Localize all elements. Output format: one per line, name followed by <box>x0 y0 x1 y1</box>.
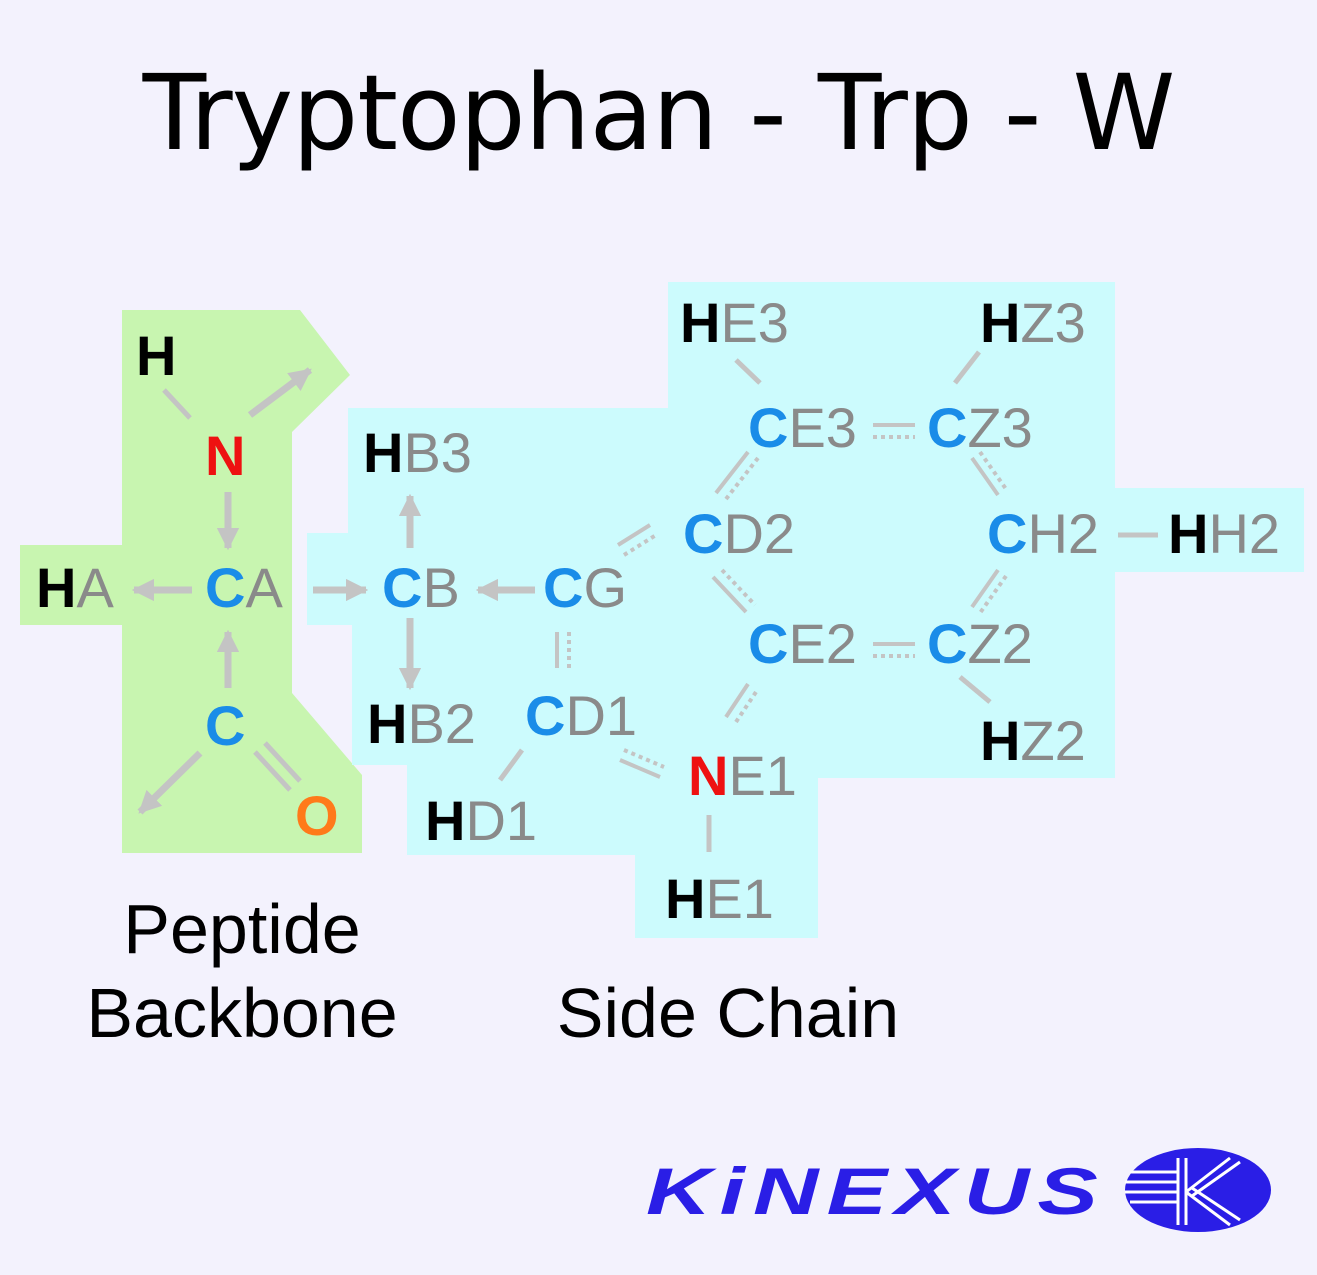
atom-o: O <box>295 784 339 847</box>
atom-cb: CB <box>382 556 460 619</box>
bond-n-prev <box>247 367 313 418</box>
logo-text: KiNEXUS <box>646 1154 1106 1228</box>
atom-cg: CG <box>543 556 627 619</box>
atom-hb3: HB3 <box>363 421 472 484</box>
kinexus-k-emblem-icon <box>1125 1148 1271 1232</box>
backbone-region <box>20 310 362 853</box>
atom-n: N <box>205 424 245 487</box>
atom-ce3: CE3 <box>748 396 857 459</box>
atom-c-carbonyl: C <box>205 694 245 757</box>
atom-cd2: CD2 <box>683 502 795 565</box>
bond-cd1-ne1 <box>619 758 661 779</box>
atom-cd1: CD1 <box>525 684 637 747</box>
bond-cz2-hz2 <box>958 675 992 704</box>
side-chain-region <box>307 282 1304 938</box>
atom-cz3: CZ3 <box>927 396 1033 459</box>
bond-c-o-a <box>253 750 292 792</box>
atom-hz3: HZ3 <box>980 291 1086 354</box>
atom-ce2: CE2 <box>748 612 857 675</box>
atom-cz2: CZ2 <box>927 612 1033 675</box>
atom-hh2: HH2 <box>1168 502 1280 565</box>
atom-hz2: HZ2 <box>980 709 1086 772</box>
wedge-bonds <box>131 367 535 815</box>
bond-ch2-cz2 <box>970 568 1000 609</box>
atom-ch2: CH2 <box>987 502 1099 565</box>
atom-h-amide: H <box>136 324 176 387</box>
page-title: Tryptophan - Trp - W <box>142 52 1176 174</box>
bond-cd2-ce2 <box>711 575 748 614</box>
atom-he3: HE3 <box>680 291 789 354</box>
single-bonds <box>162 350 1158 852</box>
kinexus-logo: KiNEXUS <box>646 1148 1271 1232</box>
side-chain-label: Side Chain <box>557 974 899 1052</box>
atom-he1: HE1 <box>665 867 774 930</box>
bond-cd1-hd1 <box>497 748 525 782</box>
bond-ce2-ne1 <box>724 682 750 719</box>
bond-c-o-b <box>263 741 302 783</box>
backbone-label-line1: Peptide <box>123 890 360 968</box>
bond-cz3-hz3 <box>953 350 981 385</box>
bond-cz3-ch2 <box>970 456 1000 497</box>
bond-h-n <box>162 388 192 420</box>
bond-cg-cd2 <box>616 523 652 547</box>
atom-ha: HA <box>36 556 114 619</box>
backbone-label-line2: Backbone <box>86 974 397 1052</box>
atoms: H N HA CA C O HB3 CB HB2 CG CD1 HD1 NE1 … <box>36 291 1280 930</box>
atom-ca: CA <box>205 556 283 619</box>
aromatic-bonds <box>555 423 1008 779</box>
bond-ce3-he3 <box>734 358 762 385</box>
bond-cd2-ce3 <box>714 450 750 495</box>
atom-ne1: NE1 <box>688 744 797 807</box>
atom-hd1: HD1 <box>425 789 537 852</box>
bond-c-next <box>137 750 203 815</box>
atom-hb2: HB2 <box>367 692 476 755</box>
